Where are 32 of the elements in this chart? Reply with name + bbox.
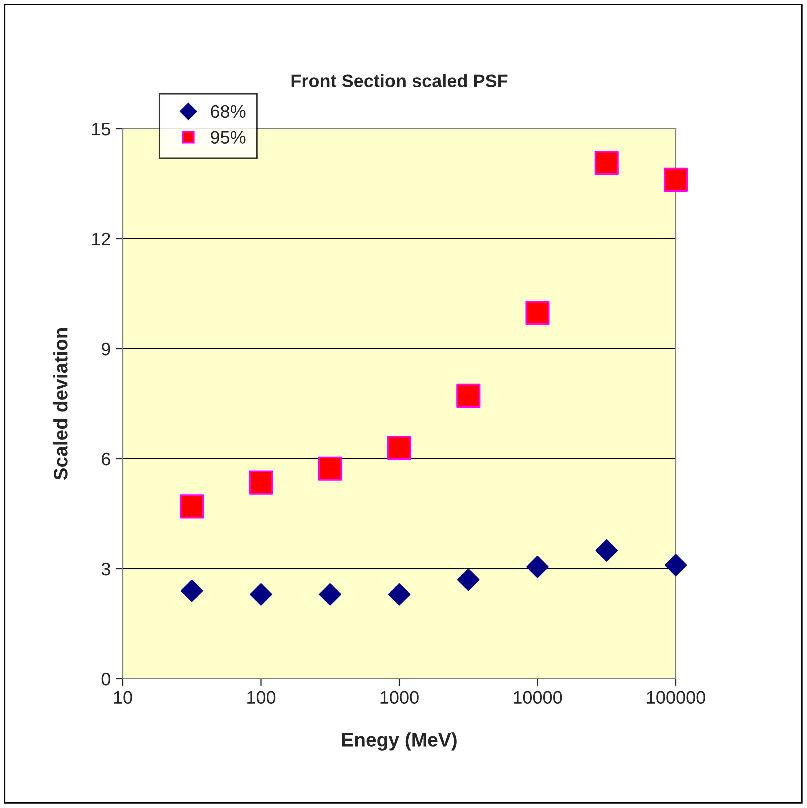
point [180,580,204,602]
x-tick-label: 1000 [380,691,419,704]
x-tick-label: 100000 [647,691,706,704]
point [664,554,688,576]
x-tick-label: 100 [248,691,276,704]
point [388,584,411,606]
y-tick-label: 15 [92,123,110,136]
y-axis-title: Scaled deviation [54,328,68,480]
point [526,301,550,326]
x-tick-label: 10 [114,691,132,704]
point [180,494,204,519]
point [594,151,619,176]
point [387,436,412,460]
y-tick-label: 12 [92,232,110,246]
point [249,470,274,495]
point [250,584,272,606]
legend-label: 68% [211,105,246,118]
y-tick-label: 6 [102,452,110,466]
point [596,540,618,562]
y-tick-label: 0 [102,672,110,686]
point [457,568,480,592]
point [664,168,688,192]
y-tick-label: 3 [102,562,110,576]
legend-label: 95% [211,131,246,144]
point [456,384,481,408]
y-tick-label: 9 [102,342,110,356]
point [319,584,342,606]
point [318,456,342,481]
x-tick-label: 10000 [514,691,562,704]
x-axis-title: Enegy (MeV) [342,732,457,751]
chart-title: Front Section scaled PSF [292,74,508,88]
point [526,556,549,578]
